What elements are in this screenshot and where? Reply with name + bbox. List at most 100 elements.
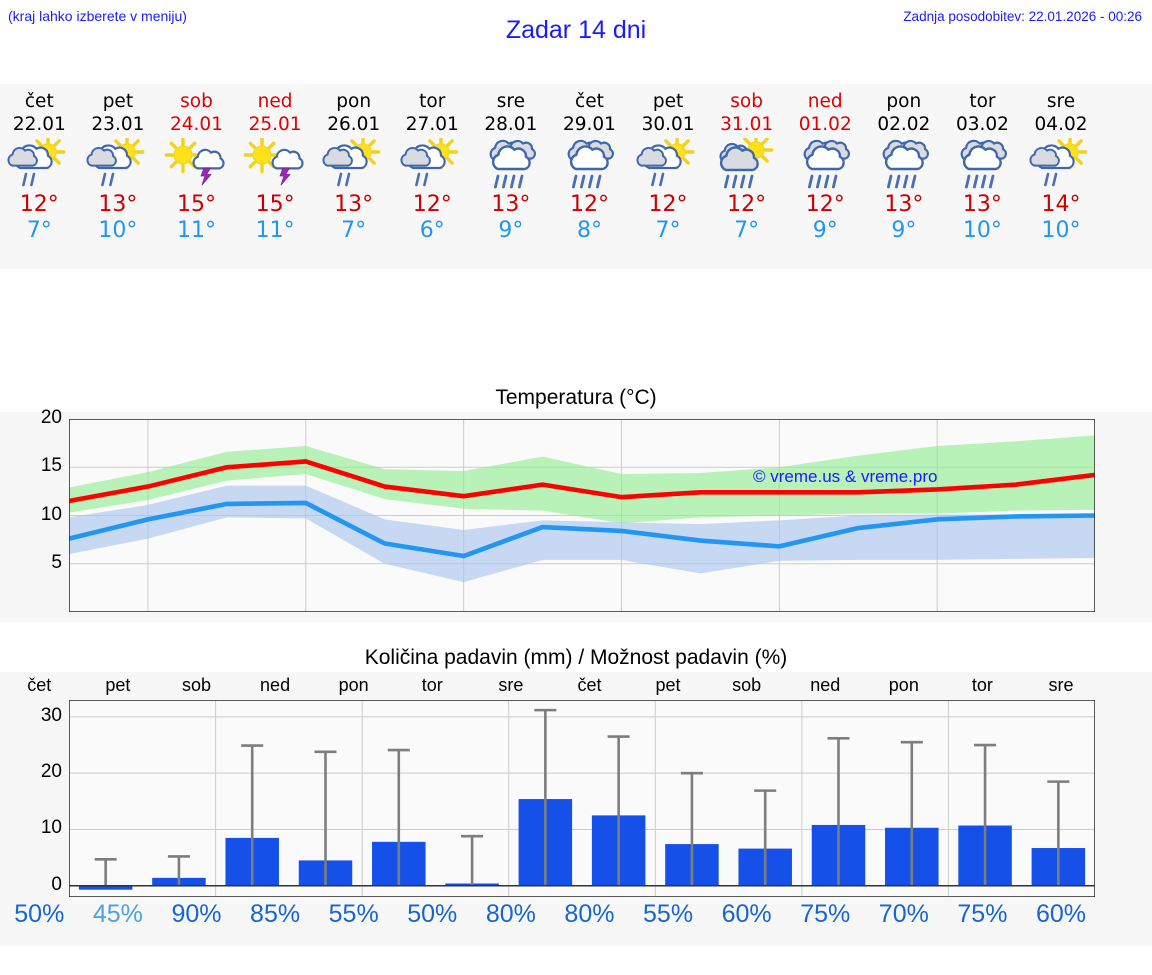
precipitation-probability-label: 60% bbox=[1035, 900, 1087, 928]
temperature-y-tick-label: 15 bbox=[40, 455, 62, 477]
forecast-day-column[interactable]: pon 26.01 13° 7° bbox=[314, 84, 393, 269]
precipitation-day-label: pon bbox=[888, 675, 919, 695]
forecast-day-date: 04.02 bbox=[1034, 114, 1088, 135]
sun-cloud-rain-icon bbox=[397, 138, 467, 190]
forecast-temp-max: 15° bbox=[176, 192, 216, 217]
precipitation-day-label: čet bbox=[577, 675, 602, 695]
forecast-day-column[interactable]: sre 04.02 14° 10° bbox=[1022, 84, 1101, 269]
precipitation-day-label: sre bbox=[1048, 675, 1074, 695]
forecast-day-name: čet bbox=[575, 91, 604, 112]
menu-hint-text: (kraj lahko izberete v meniju) bbox=[8, 8, 187, 24]
forecast-temp-min: 7° bbox=[26, 218, 52, 243]
forecast-temp-max: 13° bbox=[491, 192, 531, 217]
forecast-day-name: sre bbox=[496, 91, 525, 112]
forecast-day-column[interactable]: tor 03.02 13° 10° bbox=[943, 84, 1022, 269]
forecast-temp-min: 9° bbox=[812, 218, 838, 243]
forecast-day-name: ned bbox=[807, 91, 843, 112]
forecast-temp-min: 11° bbox=[255, 218, 295, 243]
precipitation-probability-label: 55% bbox=[643, 900, 694, 928]
forecast-temp-min: 8° bbox=[576, 218, 602, 243]
forecast-day-column[interactable]: ned 01.02 12° 9° bbox=[786, 84, 865, 269]
forecast-day-name: pet bbox=[652, 91, 684, 112]
forecast-day-date: 23.01 bbox=[91, 114, 145, 135]
temperature-y-tick-label: 20 bbox=[40, 407, 62, 428]
sun-cloud-heavy-rain-icon bbox=[712, 138, 782, 190]
forecast-temp-max: 13° bbox=[334, 192, 374, 217]
forecast-day-date: 02.02 bbox=[877, 114, 931, 135]
forecast-day-date: 22.01 bbox=[12, 114, 66, 135]
precipitation-y-tick-label: 20 bbox=[40, 761, 62, 783]
forecast-day-date: 31.01 bbox=[720, 114, 774, 135]
forecast-day-column[interactable]: ned 25.01 15° 11° bbox=[236, 84, 315, 269]
precipitation-day-label: sob bbox=[181, 675, 211, 695]
precipitation-probability-label: 70% bbox=[878, 900, 929, 928]
sun-cloud-rain-icon bbox=[1026, 138, 1096, 190]
forecast-day-date: 24.01 bbox=[170, 114, 223, 135]
precipitation-plot bbox=[69, 700, 1095, 897]
forecast-day-name: pon bbox=[336, 91, 372, 112]
precipitation-day-label: pon bbox=[338, 675, 369, 695]
forecast-day-name: tor bbox=[419, 91, 446, 112]
forecast-day-date: 26.01 bbox=[327, 114, 381, 135]
precipitation-probability-label: 45% bbox=[92, 900, 143, 928]
sun-cloud-thunder-icon bbox=[161, 138, 231, 190]
forecast-day-column[interactable]: sob 24.01 15° 11° bbox=[157, 84, 236, 269]
page-header: (kraj lahko izberete v meniju) Zadar 14 … bbox=[0, 0, 1152, 62]
precipitation-probability-row: 50% 45% 90% 85% 55% 50% 80% 80% 55% 60% 75% 70% 75% 6… bbox=[0, 900, 1152, 940]
forecast-temp-min: 6° bbox=[419, 218, 445, 243]
sun-cloud-thunder-icon bbox=[240, 138, 310, 190]
forecast-day-column[interactable]: pet 23.01 13° 10° bbox=[79, 84, 158, 269]
precipitation-chart-title: Količina padavin (mm) / Možnost padavin … bbox=[364, 646, 788, 669]
forecast-day-date: 25.01 bbox=[248, 114, 302, 135]
sun-cloud-rain-icon bbox=[4, 138, 74, 190]
forecast-temp-min: 7° bbox=[734, 218, 760, 243]
precipitation-day-label: ned bbox=[810, 675, 841, 695]
forecast-day-column[interactable]: tor 27.01 12° 6° bbox=[393, 84, 472, 269]
precipitation-day-label: pet bbox=[655, 675, 681, 695]
cloud-heavy-rain-icon bbox=[476, 138, 546, 190]
forecast-day-column[interactable]: pon 02.02 13° 9° bbox=[865, 84, 944, 269]
temperature-chart-title: Temperatura (°C) bbox=[495, 386, 657, 409]
forecast-temp-min: 10° bbox=[98, 218, 138, 243]
forecast-day-name: tor bbox=[969, 91, 996, 112]
precipitation-day-label: pet bbox=[105, 675, 131, 695]
forecast-day-date: 29.01 bbox=[562, 114, 616, 135]
forecast-temp-max: 13° bbox=[98, 192, 138, 217]
temperature-plot bbox=[69, 419, 1095, 612]
forecast-temp-min: 11° bbox=[176, 218, 216, 243]
forecast-day-date: 30.01 bbox=[641, 114, 695, 135]
cloud-heavy-rain-icon bbox=[790, 138, 860, 190]
forecast-day-column[interactable]: pet 30.01 12° 7° bbox=[629, 84, 708, 269]
forecast-day-name: sob bbox=[180, 91, 213, 112]
forecast-day-column[interactable]: sob 31.01 12° 7° bbox=[707, 84, 786, 269]
precipitation-probability-label: 80% bbox=[564, 900, 615, 928]
precipitation-probability-label: 50% bbox=[407, 900, 458, 928]
precipitation-probability-label: 80% bbox=[485, 900, 536, 928]
precipitation-day-label: tor bbox=[421, 675, 443, 695]
forecast-day-date: 27.01 bbox=[405, 114, 459, 135]
sun-cloud-rain-icon bbox=[319, 138, 389, 190]
sun-cloud-rain-icon bbox=[633, 138, 703, 190]
forecast-day-column[interactable]: čet 22.01 12° 7° bbox=[0, 84, 79, 269]
precipitation-day-label: čet bbox=[27, 675, 52, 695]
temperature-y-tick-label: 10 bbox=[40, 503, 62, 525]
precipitation-day-label: ned bbox=[260, 675, 291, 695]
copyright-watermark: © vreme.us & vreme.pro bbox=[753, 467, 938, 486]
precipitation-y-tick-label: 0 bbox=[51, 873, 62, 895]
forecast-temp-max: 12° bbox=[805, 192, 845, 217]
precipitation-day-labels: čet pet sob ned pon tor sre čet pet sob ned pon tor s… bbox=[0, 675, 1152, 697]
forecast-day-name: sob bbox=[730, 91, 763, 112]
forecast-day-column[interactable]: čet 29.01 12° 8° bbox=[550, 84, 629, 269]
forecast-day-name: pon bbox=[886, 91, 922, 112]
forecast-day-name: ned bbox=[257, 91, 293, 112]
precipitation-day-label: sob bbox=[732, 675, 762, 695]
precipitation-probability-label: 75% bbox=[957, 900, 1008, 928]
forecast-day-name: sre bbox=[1046, 91, 1076, 112]
forecast-day-date: 01.02 bbox=[798, 114, 852, 135]
forecast-temp-max: 13° bbox=[962, 192, 1002, 217]
forecast-temp-min: 10° bbox=[962, 218, 1002, 243]
cloud-heavy-rain-icon bbox=[947, 138, 1017, 190]
forecast-day-name: pet bbox=[102, 91, 134, 112]
precipitation-day-label: tor bbox=[971, 675, 993, 695]
forecast-day-column[interactable]: sre 28.01 13° 9° bbox=[472, 84, 551, 269]
